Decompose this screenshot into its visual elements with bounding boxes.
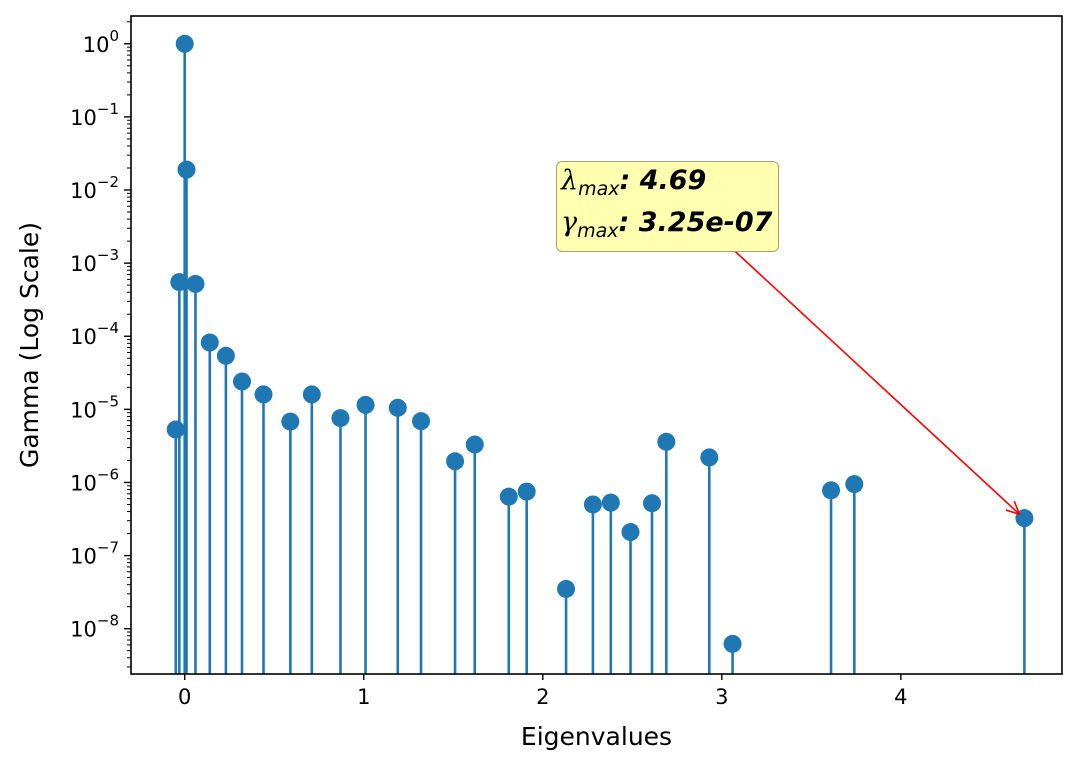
data-point bbox=[845, 475, 864, 494]
data-point bbox=[446, 452, 465, 471]
stem-markers-group bbox=[166, 34, 1034, 653]
data-point bbox=[302, 385, 321, 404]
data-point bbox=[233, 372, 252, 391]
data-point bbox=[254, 385, 273, 404]
gamma-subscript: max bbox=[577, 220, 619, 242]
data-point bbox=[601, 493, 620, 512]
gamma-value: : 3.25e-07 bbox=[618, 207, 773, 238]
lambda-value: : 4.69 bbox=[619, 165, 707, 196]
data-point bbox=[166, 420, 185, 439]
data-point bbox=[465, 435, 484, 454]
y-tick-label: 10−3 bbox=[70, 246, 119, 276]
data-point bbox=[177, 160, 196, 179]
data-point bbox=[499, 487, 518, 506]
plot-frame bbox=[130, 15, 1063, 675]
x-tick-label: 1 bbox=[357, 685, 370, 709]
data-point bbox=[356, 395, 375, 414]
annotation-box: λmax: 4.69 γmax: 3.25e-07 bbox=[556, 161, 780, 252]
annotation-arrow bbox=[724, 241, 1020, 515]
annotation-lambda-line: λmax: 4.69 bbox=[561, 164, 772, 206]
x-tick-label: 4 bbox=[894, 685, 907, 709]
y-axis-title: Gamma (Log Scale) bbox=[15, 222, 44, 468]
data-point bbox=[388, 398, 407, 417]
y-tick-label: 10−5 bbox=[70, 392, 119, 422]
y-tick-label: 10−4 bbox=[70, 319, 119, 349]
annotation-arrow-head bbox=[1005, 500, 1021, 516]
data-point bbox=[700, 448, 719, 467]
data-point bbox=[175, 34, 194, 53]
data-point bbox=[643, 494, 662, 513]
y-axis-ticks: 100 10−1 10−2 10−3 10−4 10−5 10−6 10−7 10−8 bbox=[70, 21, 131, 668]
x-tick-label: 0 bbox=[178, 685, 191, 709]
stem-lines-group bbox=[174, 43, 1026, 674]
annotation-gamma-line: γmax: 3.25e-07 bbox=[561, 206, 772, 248]
data-point bbox=[723, 634, 742, 653]
data-point bbox=[583, 495, 602, 514]
data-point bbox=[822, 481, 841, 500]
y-tick-label: 100 bbox=[83, 27, 119, 57]
gamma-symbol: γ bbox=[561, 207, 578, 238]
x-tick-label: 3 bbox=[715, 685, 728, 709]
y-tick-label: 10−6 bbox=[70, 465, 119, 495]
data-point bbox=[517, 482, 536, 501]
data-point bbox=[657, 432, 676, 451]
x-tick-label: 2 bbox=[536, 685, 549, 709]
data-point bbox=[412, 412, 431, 431]
y-tick-label: 10−2 bbox=[70, 173, 119, 203]
data-point bbox=[170, 273, 189, 292]
data-point bbox=[216, 346, 235, 365]
y-tick-label: 10−1 bbox=[70, 100, 119, 130]
y-tick-label: 10−8 bbox=[70, 612, 119, 642]
lambda-subscript: max bbox=[578, 178, 620, 200]
data-point bbox=[281, 412, 300, 431]
x-axis-ticks: 0 1 2 3 4 bbox=[178, 674, 908, 709]
x-axis-title: Eigenvalues bbox=[521, 722, 672, 751]
lambda-symbol: λ bbox=[561, 165, 579, 196]
data-point bbox=[621, 523, 640, 542]
data-point bbox=[557, 579, 576, 598]
data-point bbox=[200, 333, 219, 352]
data-point bbox=[186, 274, 205, 293]
y-tick-label: 10−7 bbox=[70, 539, 119, 569]
data-point bbox=[331, 409, 350, 428]
